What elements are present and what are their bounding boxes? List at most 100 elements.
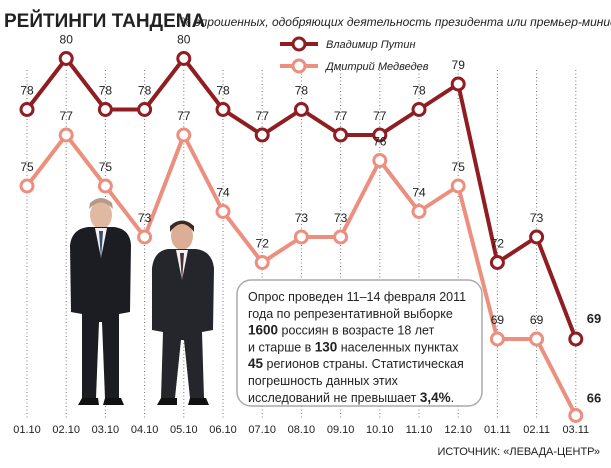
data-label: 75	[20, 160, 34, 174]
data-point	[529, 229, 545, 245]
data-point	[58, 127, 74, 143]
data-point	[19, 102, 35, 117]
data-point	[568, 331, 584, 347]
data-label: 73	[295, 211, 309, 225]
data-label: 72	[256, 237, 270, 251]
x-tick-label: 03.11	[562, 424, 589, 436]
x-tick-label: 05.10	[170, 424, 198, 436]
data-label: 73	[138, 211, 152, 225]
data-label: 74	[216, 186, 230, 200]
source-label: ИСТОЧНИК: «ЛЕВАДА-ЦЕНТР»	[438, 446, 601, 458]
data-label: 77	[334, 109, 348, 123]
note-run: 3,4%	[420, 390, 451, 405]
x-tick-label: 12.10	[444, 424, 472, 436]
data-point	[137, 102, 153, 117]
data-point	[333, 127, 349, 143]
legend-marker	[291, 36, 307, 52]
note-run: регионов страны. Статистическая	[263, 357, 464, 371]
data-point	[372, 127, 388, 143]
data-point	[58, 51, 74, 66]
data-point	[176, 127, 192, 143]
note-run: и старше в	[248, 340, 315, 354]
data-point	[176, 51, 192, 66]
data-label: 73	[334, 211, 348, 225]
data-point	[137, 229, 153, 245]
data-label: 77	[60, 109, 74, 123]
data-label: 75	[452, 160, 466, 174]
x-tick-label: 09.10	[327, 424, 355, 436]
x-tick-label: 02.10	[52, 424, 80, 436]
data-label: 73	[530, 211, 544, 225]
data-point	[450, 178, 466, 194]
data-label: 78	[216, 84, 230, 98]
data-point	[411, 204, 427, 219]
data-point	[411, 102, 427, 117]
x-tick-label: 04.10	[131, 424, 159, 436]
survey-note-text: Опрос проведен 11–14 февраля 2011 года по…	[248, 290, 466, 405]
data-label: 78	[99, 84, 113, 98]
data-point	[293, 229, 309, 245]
data-label: 77	[177, 109, 191, 123]
x-tick-label: 02.11	[523, 424, 550, 436]
data-label: 69	[530, 313, 544, 327]
data-label: 72	[491, 237, 505, 251]
note-run: населенных пунктах	[337, 340, 459, 354]
data-point	[19, 178, 35, 194]
note-run: россиян в возрасте 18 лет	[278, 324, 435, 338]
legend-label: Дмитрий Медведев	[324, 61, 429, 73]
data-point	[529, 331, 545, 347]
data-point	[450, 76, 466, 92]
data-label: 69	[491, 313, 505, 327]
note-run: Опрос проведен 11–14 февраля 2011	[248, 290, 466, 304]
chart-subtitle: % опрошенных, одобряющих деятельность пр…	[180, 15, 611, 29]
x-tick-label: 03.10	[92, 424, 120, 436]
data-label: 78	[20, 84, 34, 98]
data-point	[215, 102, 231, 117]
survey-note: Опрос проведен 11–14 февраля 2011 года по…	[236, 279, 483, 407]
data-point	[489, 331, 505, 347]
x-tick-label: 01.10	[13, 424, 41, 436]
note-run: погрешность данных этих	[248, 374, 399, 388]
data-label: 74	[412, 186, 426, 200]
data-label: 78	[138, 84, 152, 98]
data-point	[97, 102, 113, 117]
data-label: 69	[587, 311, 601, 326]
medvedev-figure	[152, 220, 214, 405]
x-tick-label: 11.10	[406, 424, 433, 436]
data-label: 77	[373, 109, 387, 123]
legend-label: Владимир Путин	[326, 39, 416, 51]
note-run: года по репрезентативной выборке	[248, 307, 453, 321]
data-label: 77	[256, 109, 270, 123]
x-tick-label: 06.10	[209, 424, 237, 436]
data-point	[489, 255, 505, 270]
data-label: 78	[295, 84, 309, 98]
data-label: 66	[587, 391, 601, 406]
note-run: 1600	[248, 323, 278, 338]
note-run: 130	[315, 339, 338, 354]
chart-title: РЕЙТИНГИ ТАНДЕМА	[4, 10, 206, 32]
data-point	[568, 408, 584, 423]
series-lines: 78 80 78 78 80 78 77 78 77 77 78 79 72 73 69 75 77 75 73 77…	[19, 33, 601, 423]
data-label: 79	[452, 58, 466, 72]
putin-figure	[70, 198, 131, 405]
data-label: 76	[373, 135, 387, 149]
data-label: 75	[99, 160, 113, 174]
data-point	[372, 153, 388, 168]
legend: Владимир Путин Дмитрий Медведев	[280, 36, 429, 74]
data-point	[254, 127, 270, 143]
data-point	[254, 255, 270, 270]
data-point	[97, 178, 113, 194]
data-label: 78	[412, 84, 426, 98]
x-tick-label: 10.10	[366, 424, 394, 436]
note-run: .	[451, 391, 454, 405]
data-point	[215, 204, 231, 219]
note-run: исследований не превышает	[248, 391, 420, 405]
x-axis-ticks: 01.10 02.10 03.10 04.10 05.10 06.10 07.10 08.10…	[13, 424, 589, 436]
legend-marker	[291, 58, 307, 74]
data-point	[333, 229, 349, 245]
x-tick-label: 08.10	[288, 424, 316, 436]
note-run: 45	[248, 356, 264, 371]
data-label: 80	[177, 33, 191, 47]
data-point	[293, 102, 309, 117]
